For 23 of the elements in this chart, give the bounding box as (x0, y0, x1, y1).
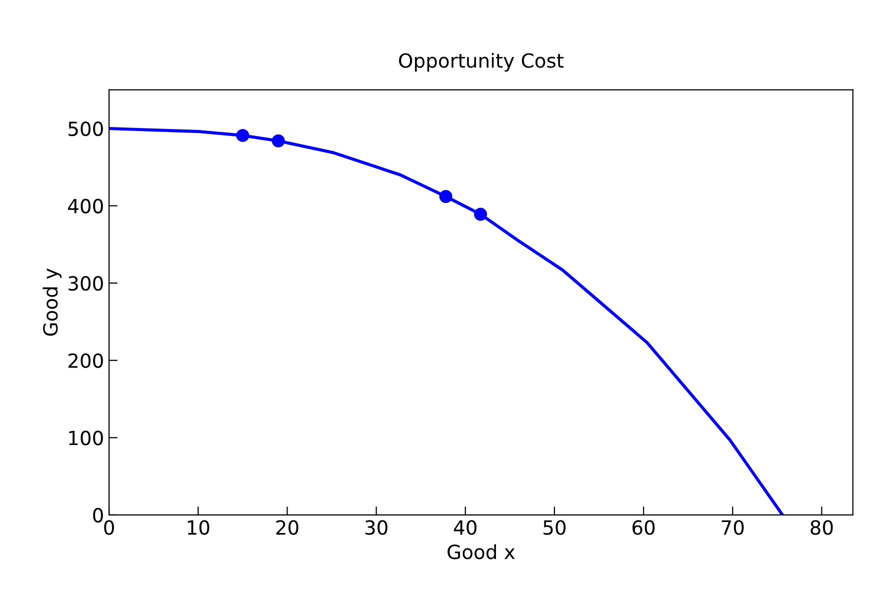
y-tick-label: 200 (68, 353, 103, 368)
x-tick-label: 40 (454, 520, 476, 535)
point (272, 134, 285, 148)
x-tick-label: 80 (810, 520, 833, 535)
point (474, 208, 488, 221)
x-tick-label: 50 (544, 520, 566, 535)
x-tick-label: 30 (365, 520, 388, 535)
x-axis-title: Good x (448, 544, 515, 560)
y-axis-title: Good y (42, 268, 62, 336)
y-tick-label: 100 (69, 430, 103, 446)
x-tick-label: 60 (632, 520, 655, 535)
x-tick-label: 70 (722, 520, 744, 535)
x-tick-label: 0 (104, 520, 114, 535)
line-series (109, 126, 784, 515)
point (439, 190, 452, 204)
point (236, 128, 250, 142)
y-tick-label: 0 (93, 508, 103, 523)
x-tick-label: 10 (188, 520, 210, 535)
y-tick-label: 500 (68, 121, 103, 136)
y-tick-label: 300 (68, 276, 103, 291)
y-tick-label: 400 (68, 198, 103, 214)
x-tick-label: 20 (276, 520, 298, 535)
chart-title: Opportunity Cost (399, 52, 564, 72)
